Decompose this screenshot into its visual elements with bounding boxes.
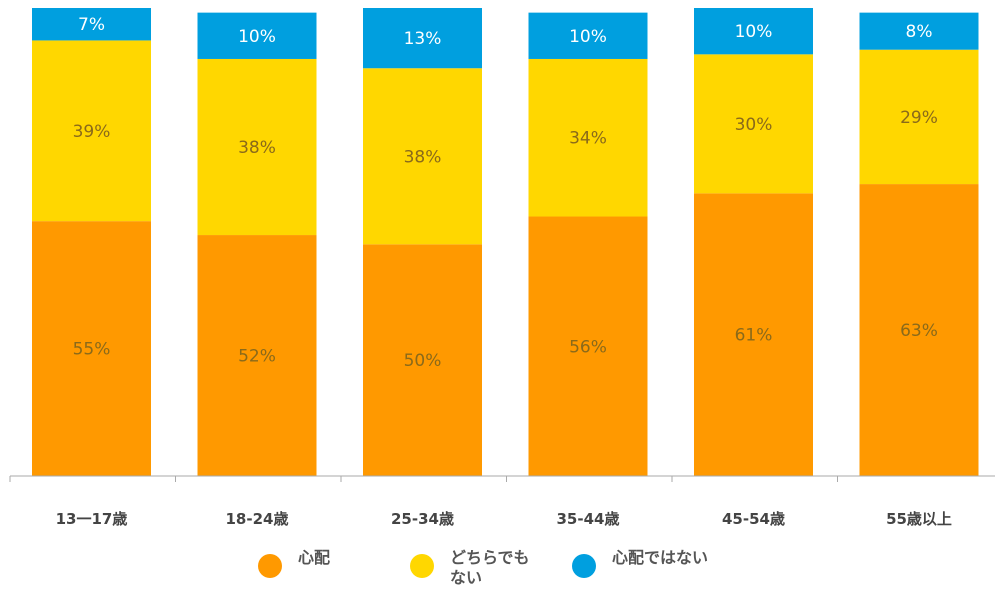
- legend-label-worried: 心配: [298, 548, 331, 567]
- value-label-not-worried: 10%: [735, 22, 773, 42]
- value-label-neutral: 38%: [238, 138, 276, 158]
- value-label-not-worried: 7%: [78, 15, 105, 35]
- x-tick-label: 55歳以上: [886, 510, 952, 528]
- bar-worried: [32, 221, 151, 476]
- value-label-not-worried: 13%: [404, 29, 442, 49]
- x-tick-label: 45-54歳: [722, 510, 785, 528]
- legend-item-not-worried: 心配ではない: [572, 548, 732, 578]
- bar-neutral: [859, 49, 979, 185]
- bar-neutral: [197, 58, 317, 236]
- bar-neutral: [32, 40, 151, 222]
- value-label-neutral: 39%: [73, 122, 111, 142]
- x-tick-labels-group: 13一17歳 18-24歳 25-34歳 35-44歳 45-54歳 55歳以上: [56, 510, 952, 528]
- bar-not-worried: [694, 8, 813, 55]
- value-label-not-worried: 8%: [906, 22, 933, 42]
- legend-swatch-not-worried: [572, 554, 596, 578]
- value-label-worried: 63%: [900, 321, 938, 341]
- bar-worried: [363, 244, 482, 476]
- bar-worried: [528, 216, 648, 477]
- legend-label-not-worried: 心配ではない: [612, 548, 709, 567]
- legend-swatch-worried: [258, 554, 282, 578]
- bar-worried: [197, 235, 317, 476]
- bar-worried: [694, 193, 813, 476]
- bar-not-worried: [859, 12, 979, 50]
- bar-not-worried: [32, 8, 151, 41]
- legend-label-neutral: どちらでもない: [450, 548, 530, 587]
- stacked-bar-chart: 55% 39% 7% 52% 38% 10% 50% 38% 13% 56% 34% 10% 61% 30…: [9, 8, 995, 528]
- value-label-neutral: 38%: [404, 147, 442, 167]
- value-label-worried: 52%: [238, 347, 276, 367]
- x-tick-label: 13一17歳: [56, 510, 128, 528]
- value-label-worried: 50%: [404, 351, 442, 371]
- bar-worried: [859, 184, 979, 476]
- value-label-neutral: 30%: [735, 115, 773, 135]
- bar-neutral: [528, 58, 648, 217]
- value-label-neutral: 34%: [569, 129, 607, 149]
- x-tick-label: 18-24歳: [226, 510, 289, 528]
- value-label-worried: 56%: [569, 337, 607, 357]
- bar-neutral: [363, 68, 482, 245]
- x-ticks-group: [9, 476, 838, 482]
- value-label-worried: 61%: [735, 326, 773, 346]
- bar-neutral: [694, 54, 813, 194]
- bar-not-worried: [363, 8, 482, 69]
- value-labels-group: 55% 39% 7% 52% 38% 10% 50% 38% 13% 56% 34% 10% 61% 30…: [73, 15, 938, 371]
- x-tick-label: 25-34歳: [391, 510, 454, 528]
- legend-item-neutral: どちらでもない: [410, 548, 545, 588]
- bar-not-worried: [528, 12, 648, 59]
- legend-swatch-neutral: [410, 554, 434, 578]
- bars-group: [32, 8, 979, 477]
- value-label-neutral: 29%: [900, 108, 938, 128]
- value-label-not-worried: 10%: [238, 27, 276, 47]
- value-label-not-worried: 10%: [569, 27, 607, 47]
- legend: 心配 どちらでもない 心配ではない: [0, 548, 995, 598]
- value-label-worried: 55%: [73, 340, 111, 360]
- x-tick-label: 35-44歳: [557, 510, 620, 528]
- bar-not-worried: [197, 12, 317, 59]
- legend-item-worried: 心配: [258, 548, 393, 578]
